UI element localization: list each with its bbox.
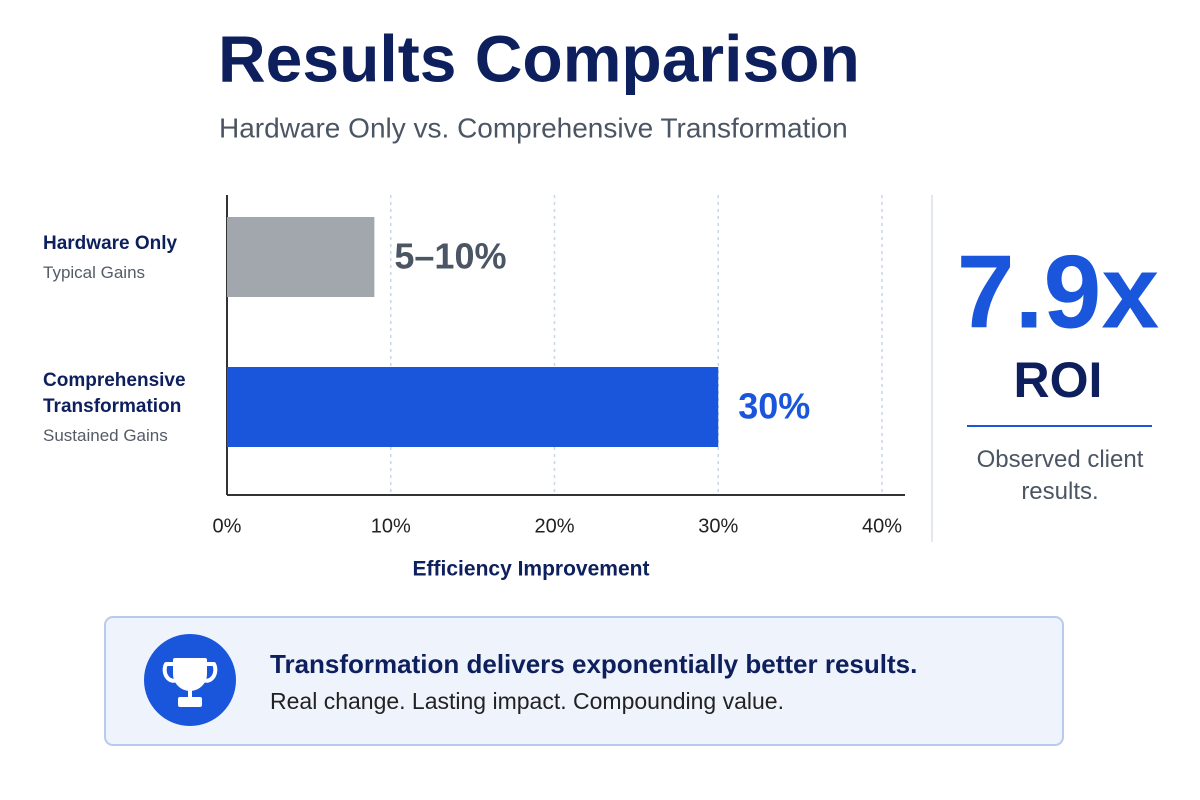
x-tick-label: 20% [534, 515, 574, 537]
stat-note: Observed client results. [976, 446, 1144, 505]
bar [227, 367, 719, 447]
bar [227, 217, 375, 297]
category-note: Sustained Gains [43, 426, 168, 445]
x-axis-label: Efficiency Improvement [413, 558, 650, 581]
stat-value: 7.9x [957, 234, 1160, 350]
x-tick-label: 10% [371, 515, 411, 537]
title: Results Comparison [218, 21, 860, 95]
category-label: Hardware Only Typical Gains [43, 231, 218, 283]
x-tick-label: 0% [213, 515, 242, 537]
trophy-icon [162, 658, 218, 707]
callout-box [104, 616, 1064, 746]
callout-text: Real change. Lasting impact. Compounding… [270, 688, 784, 714]
category-note: Typical Gains [43, 263, 146, 282]
category-name: Comprehensive Transformation [43, 370, 186, 417]
category-label: Comprehensive Transformation Sustained Ga… [43, 368, 218, 446]
x-tick-label: 40% [862, 515, 902, 537]
category-name: Hardware Only [43, 233, 178, 254]
x-tick-label: 30% [698, 515, 738, 537]
callout-heading: Transformation delivers exponentially be… [270, 649, 917, 679]
subtitle: Hardware Only vs. Comprehensive Transfor… [219, 112, 848, 143]
value-label: 5–10% [394, 236, 506, 277]
value-label: 30% [738, 386, 810, 427]
stat-label: ROI [1014, 352, 1103, 408]
